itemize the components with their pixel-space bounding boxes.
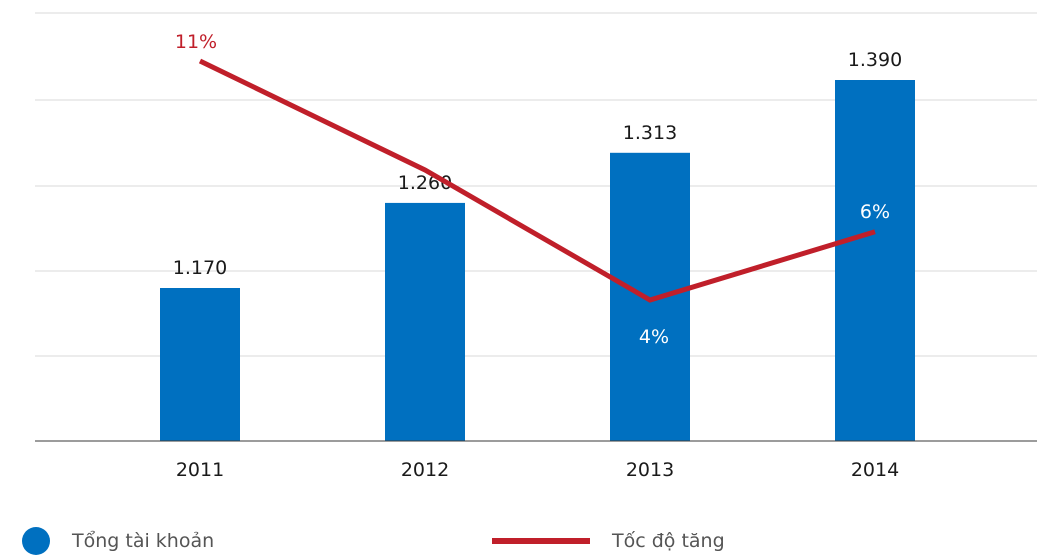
legend-label-growth-rate: Tốc độ tăng [612,530,725,552]
legend-label-total-accounts: Tổng tài khoản [72,530,215,552]
rate-labels: 11% 4% 6% [175,31,890,348]
x-tick-2012: 2012 [401,459,449,481]
bar-value-label-2011: 1.170 [173,257,227,279]
rate-label-2014: 6% [860,201,890,223]
bar-2013 [610,152,690,442]
legend-swatch-line [492,538,590,544]
rate-line [198,58,876,303]
legend: Tổng tài khoản Tốc độ tăng [0,524,1053,559]
x-tick-labels: 2011 2012 2013 2014 [176,459,899,481]
rate-label-2013: 4% [639,326,669,348]
bar-2012 [385,202,465,441]
x-tick-2014: 2014 [851,459,899,481]
x-tick-2013: 2013 [626,459,674,481]
x-tick-2011: 2011 [176,459,224,481]
legend-swatch-bar [22,527,50,555]
bar-2014 [835,80,915,441]
bar-value-label-2014: 1.390 [848,49,902,71]
rate-series-line [198,58,876,303]
legend-item-total-accounts: Tổng tài khoản [22,524,214,558]
bar-2011 [160,288,240,441]
bars [160,80,915,442]
legend-item-growth-rate: Tốc độ tăng [492,524,725,558]
rate-label-2011: 11% [175,31,217,53]
bar-value-label-2013: 1.313 [623,122,677,144]
